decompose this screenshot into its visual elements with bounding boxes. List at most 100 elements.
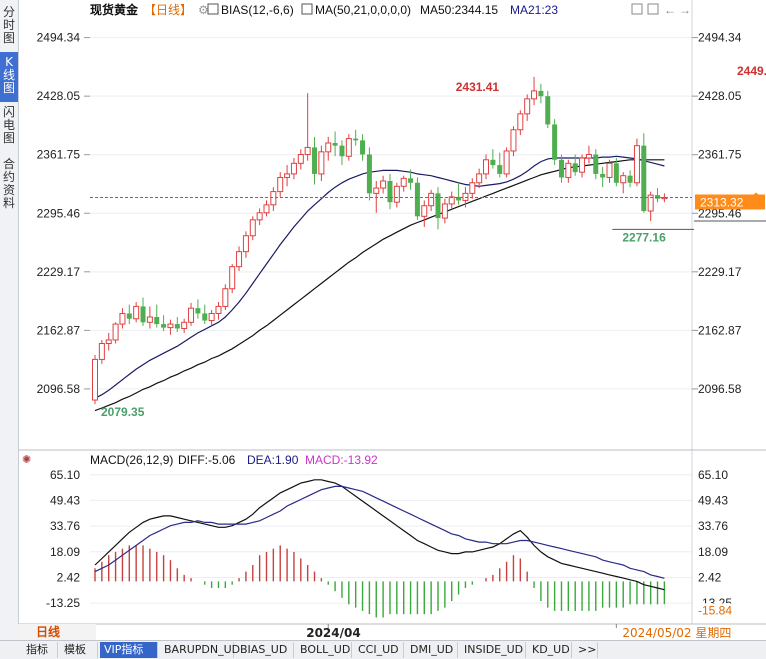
candle-body	[579, 157, 586, 173]
candle	[167, 319, 174, 335]
candle	[325, 136, 332, 161]
ma21-value: MA21:23	[510, 3, 558, 17]
candle-body	[312, 147, 318, 174]
candle-body	[325, 142, 332, 153]
candle-body	[600, 173, 606, 178]
candle-body	[181, 321, 188, 329]
candle	[661, 193, 668, 203]
price-tick-label-right: 2295.46	[698, 206, 742, 220]
ma50-value: MA50:2344.15	[420, 3, 498, 17]
candle	[600, 166, 606, 188]
candle-body	[476, 173, 483, 184]
candle	[565, 159, 572, 183]
tab-bias-ud[interactable]: BIAS_UD	[236, 642, 294, 658]
candle-body	[242, 235, 249, 253]
candle	[647, 191, 654, 222]
price-tick-label-right: 2494.34	[698, 31, 742, 45]
candle	[154, 304, 160, 328]
macd-sun-icon[interactable]: ✺	[22, 454, 31, 466]
candle-body	[428, 192, 435, 207]
candle	[146, 306, 153, 329]
tab-kline[interactable]: K线图	[0, 52, 18, 102]
restore-icon[interactable]	[631, 3, 643, 15]
last-price-arrow-icon	[750, 192, 762, 198]
candle-body	[105, 339, 112, 345]
ma-toggle-icon[interactable]	[301, 3, 313, 15]
maximize-icon[interactable]	[647, 3, 659, 15]
candle-body	[270, 191, 277, 206]
candle	[98, 339, 105, 364]
tab-barupdn-ud[interactable]: BARUPDN_UD	[160, 642, 240, 658]
candle-body	[503, 150, 510, 175]
candle-body	[565, 162, 572, 178]
tab-timeshare[interactable]: 分时图	[2, 5, 15, 45]
candle-body	[154, 317, 160, 325]
tab-templates[interactable]: 模板	[60, 642, 98, 658]
tab-more[interactable]: >>	[574, 642, 598, 658]
candle-body	[497, 165, 503, 174]
price-annotation-high: 2431.41	[456, 80, 500, 94]
ma-label: MA(50,21,0,0,0,0)	[315, 3, 411, 17]
diff-line	[94, 479, 665, 591]
candle-body	[236, 251, 243, 268]
candle-body	[188, 307, 195, 323]
candle-body	[380, 180, 387, 189]
settings-icon[interactable]: ⚙	[198, 3, 209, 17]
candle-body	[441, 203, 448, 219]
tab-inside-ud[interactable]: INSIDE_UD	[460, 642, 526, 658]
candle	[387, 173, 393, 210]
price-annotation-high: 2449.88	[737, 64, 766, 78]
candle	[380, 175, 387, 194]
tab-indicators[interactable]: 指标	[22, 642, 58, 658]
tab-cci-ud[interactable]: CCI_UD	[354, 642, 404, 658]
candle-body	[517, 113, 524, 131]
price-annotation-low: 2079.35	[101, 405, 145, 419]
period-selector[interactable]: 日线	[18, 624, 96, 640]
arrow-right-icon[interactable]: →	[679, 3, 691, 17]
candle	[483, 154, 490, 180]
candle	[174, 317, 180, 333]
arrow-left-icon[interactable]: ←	[664, 3, 676, 17]
candle	[538, 83, 544, 104]
candle	[585, 145, 592, 164]
candle-body	[661, 196, 668, 200]
price-tick-label-right: 2096.58	[698, 382, 742, 396]
tab-dmi-ud[interactable]: DMI_UD	[406, 642, 458, 658]
candle-body	[112, 323, 119, 341]
candle	[531, 76, 538, 106]
tab-contract-info[interactable]: 合约资料	[2, 157, 15, 210]
candle	[112, 322, 119, 344]
candle	[579, 154, 586, 178]
candle	[161, 315, 167, 332]
candle	[503, 147, 510, 178]
tab-lightning[interactable]: 闪电图	[2, 105, 15, 145]
price-annotation-low: 2277.16	[622, 230, 666, 244]
price-tick-label-right: 2229.17	[698, 265, 742, 279]
candle	[242, 231, 249, 258]
candle-body	[606, 162, 613, 178]
candle-body	[483, 159, 490, 175]
price-tick-labels: 2494.34 2494.34 2428.05 2428.05 2361.75 2361.…	[37, 31, 742, 396]
diff-polyline	[94, 479, 665, 591]
candle	[448, 191, 455, 210]
time-tick-label: 2024/04	[306, 626, 360, 640]
price-tick-label-left: 2229.17	[37, 265, 81, 279]
candle	[497, 152, 503, 178]
dea-polyline	[94, 485, 665, 579]
bias-toggle-icon[interactable]	[207, 3, 219, 15]
tab-vip-indicators[interactable]: VIP指标	[100, 642, 158, 658]
candle	[360, 134, 366, 161]
candle	[339, 140, 345, 166]
tab-boll-ud[interactable]: BOLL_UD	[296, 642, 352, 658]
candle	[572, 154, 578, 176]
macd-histogram	[94, 545, 666, 618]
candle	[270, 187, 277, 212]
tab-kd-ud[interactable]: KD_UD	[528, 642, 572, 658]
candle	[593, 149, 599, 180]
candle	[229, 264, 236, 294]
macd-tick-label-left: 65.10	[50, 468, 80, 482]
candle-body	[421, 205, 428, 217]
candle-body	[462, 192, 469, 201]
candle	[105, 332, 112, 351]
